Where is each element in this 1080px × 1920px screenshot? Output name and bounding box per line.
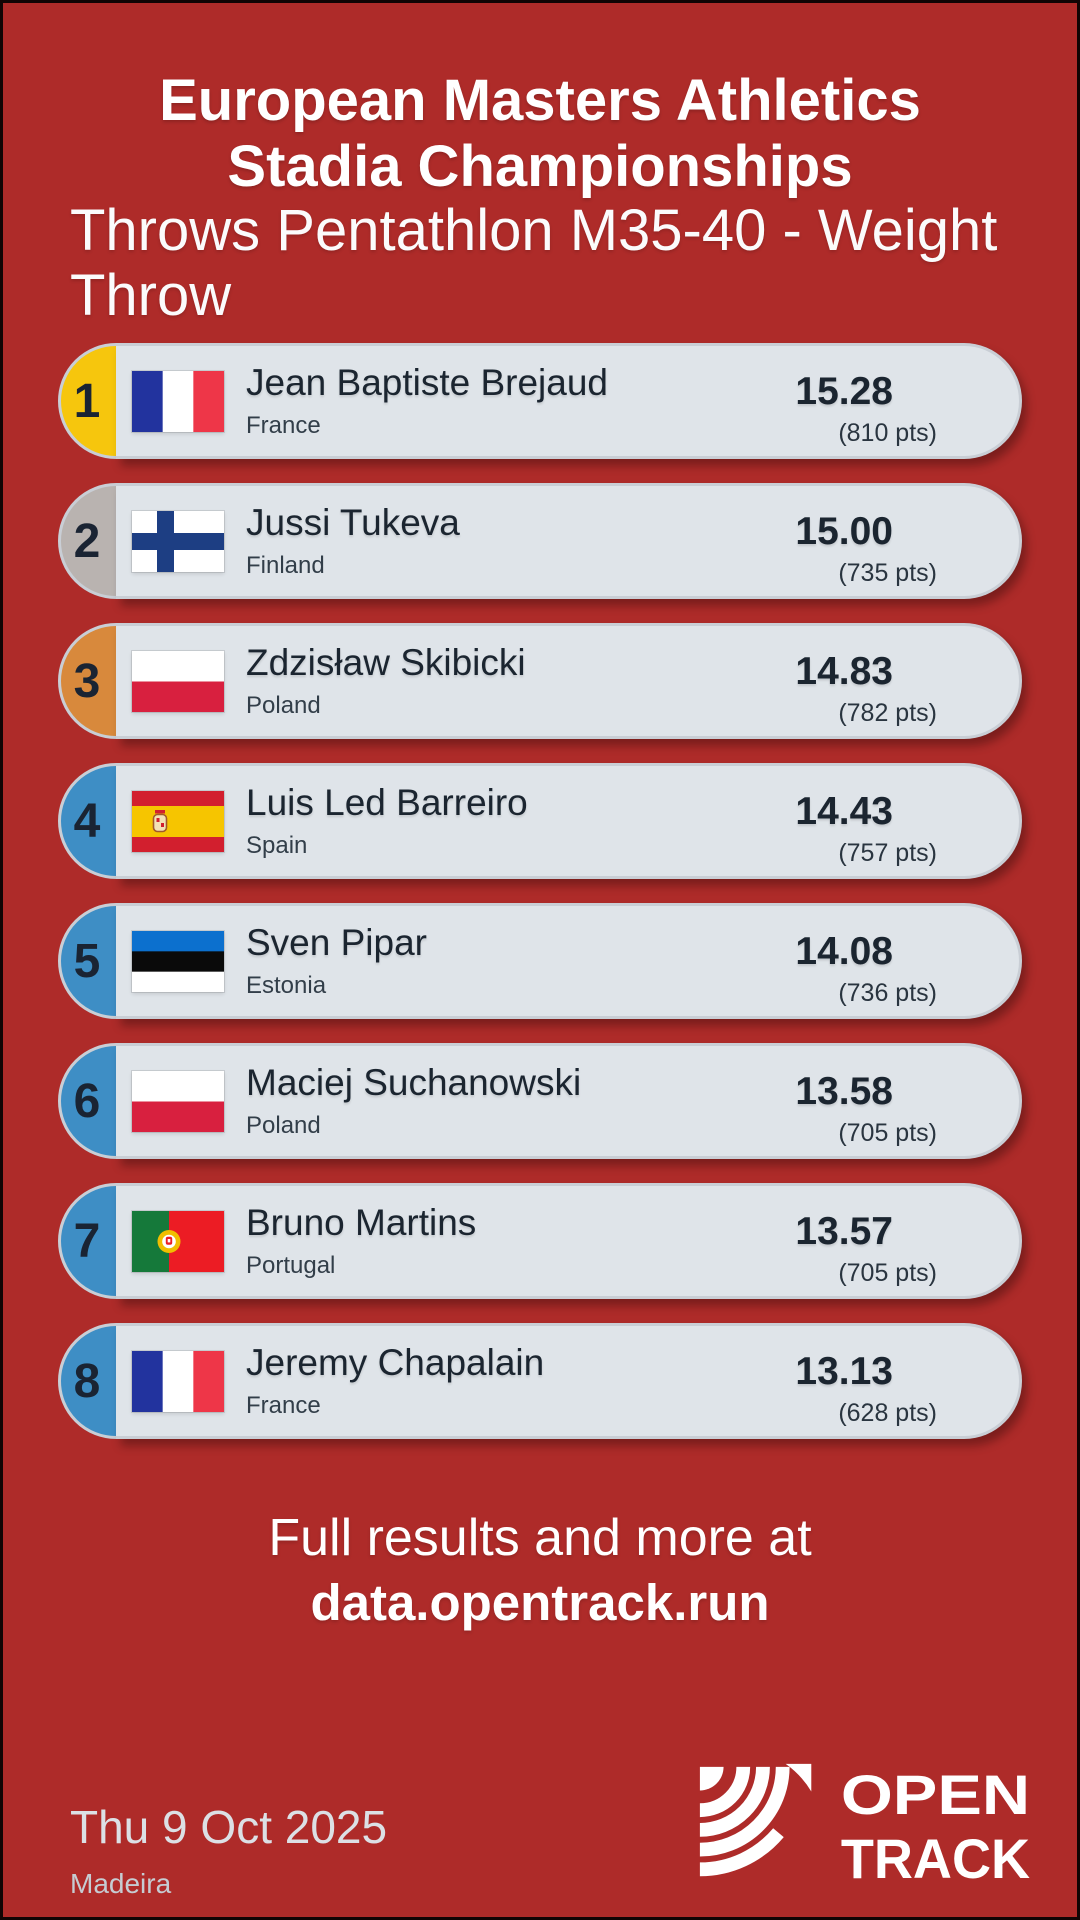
country-flag <box>132 650 224 712</box>
athlete-name: Jean Baptiste Brejaud <box>246 362 609 403</box>
performance-mark: 13.58 <box>795 1070 893 1113</box>
result-card: Sven Pipar Estonia 14.08 (736 pts) <box>116 903 1022 1019</box>
performance-mark: 14.43 <box>795 790 893 833</box>
result-row: Jean Baptiste Brejaud France 15.28 (810 … <box>58 343 1022 459</box>
competition-subtitle: Throws Pentathlon M35-40 - Weight Throw <box>70 198 998 328</box>
event-title-line1: European Masters Athletics <box>159 68 921 133</box>
performance-mark: 15.28 <box>795 370 893 413</box>
result-row: Zdzisław Skibicki Poland 14.83 (782 pts)… <box>58 623 1022 739</box>
country-flag <box>132 510 224 572</box>
athlete-info: Jean Baptiste Brejaud France <box>246 362 608 440</box>
points-value: (757 pts) <box>838 839 937 867</box>
athlete-name: Jeremy Chapalain <box>246 1342 545 1383</box>
event-date: Thu 9 Oct 2025 <box>70 1801 388 1853</box>
rank-number: 6 <box>73 1074 101 1128</box>
result-card: Maciej Suchanowski Poland 13.58 (705 pts… <box>116 1043 1022 1159</box>
score-block: 15.00 (735 pts) <box>795 494 937 604</box>
event-title: European Masters Athletics Stadia Champi… <box>0 68 1080 200</box>
athlete-info: Maciej Suchanowski Poland <box>246 1062 581 1140</box>
country-name: Poland <box>246 692 321 719</box>
score-block: 13.13 (628 pts) <box>795 1334 937 1444</box>
points-value: (705 pts) <box>838 1259 937 1287</box>
rank-number: 3 <box>73 654 101 708</box>
country-name: Estonia <box>246 972 327 999</box>
score-block: 13.57 (705 pts) <box>795 1194 937 1304</box>
opentrack-arcs-icon <box>699 1766 790 1877</box>
site-url: data.opentrack.run <box>310 1574 770 1631</box>
points-value: (735 pts) <box>838 559 937 587</box>
country-flag <box>132 930 224 992</box>
points-value: (628 pts) <box>838 1399 937 1427</box>
event-title-line2: Stadia Championships <box>227 134 853 199</box>
country-name: Finland <box>246 552 325 579</box>
more-info: Full results and more at data.opentrack.… <box>0 1506 1080 1636</box>
score-block: 13.58 (705 pts) <box>795 1054 937 1164</box>
points-value: (810 pts) <box>838 419 937 447</box>
score-block: 14.43 (757 pts) <box>795 774 937 884</box>
country-flag <box>132 1070 224 1132</box>
result-row: Jussi Tukeva Finland 15.00 (735 pts) 2 <box>58 483 1022 599</box>
athlete-name: Jussi Tukeva <box>246 502 460 543</box>
country-flag <box>132 790 224 852</box>
result-card: Luis Led Barreiro Spain 14.43 (757 pts) <box>116 763 1022 879</box>
country-name: France <box>246 1392 321 1419</box>
rank-number: 1 <box>73 374 101 428</box>
performance-mark: 14.83 <box>795 650 893 693</box>
country-flag <box>132 1350 224 1412</box>
result-row: Luis Led Barreiro Spain 14.43 (757 pts) … <box>58 763 1022 879</box>
athlete-name: Maciej Suchanowski <box>246 1062 582 1103</box>
performance-mark: 13.13 <box>795 1350 893 1393</box>
athlete-name: Luis Led Barreiro <box>246 782 528 823</box>
rank-number: 7 <box>73 1214 101 1268</box>
opentrack-arcs-wedge <box>699 1766 724 1791</box>
athlete-info: Luis Led Barreiro Spain <box>246 782 528 860</box>
more-info-text: Full results and more at <box>268 1509 812 1567</box>
logo-word-open: OPEN <box>841 1764 1030 1826</box>
athlete-info: Zdzisław Skibicki Poland <box>246 642 526 720</box>
athlete-name: Zdzisław Skibicki <box>246 642 526 683</box>
country-name: Portugal <box>246 1252 336 1279</box>
result-row: Maciej Suchanowski Poland 13.58 (705 pts… <box>58 1043 1022 1159</box>
opentrack-arcs-corner <box>785 1763 812 1792</box>
event-location: Madeira <box>70 1868 172 1899</box>
athlete-info: Bruno Martins Portugal <box>246 1202 476 1280</box>
rank-number: 5 <box>73 934 101 988</box>
opentrack-logo: OPEN TRACK <box>699 1763 1030 1888</box>
country-name: France <box>246 412 321 439</box>
rank-number: 4 <box>73 794 101 848</box>
result-card: Jussi Tukeva Finland 15.00 (735 pts) <box>116 483 1022 599</box>
performance-mark: 14.08 <box>795 930 893 973</box>
rank-number: 2 <box>73 514 101 568</box>
result-row: Bruno Martins Portugal 13.57 (705 pts) 7 <box>58 1183 1022 1299</box>
performance-mark: 13.57 <box>795 1210 893 1253</box>
athlete-info: Jussi Tukeva Finland <box>246 502 460 580</box>
points-value: (705 pts) <box>838 1119 937 1147</box>
score-block: 15.28 (810 pts) <box>795 354 937 464</box>
result-row: Sven Pipar Estonia 14.08 (736 pts) 5 <box>58 903 1022 1019</box>
athlete-name: Sven Pipar <box>246 922 427 963</box>
score-block: 14.08 (736 pts) <box>795 914 937 1024</box>
result-card: Jean Baptiste Brejaud France 15.28 (810 … <box>116 343 1022 459</box>
performance-mark: 15.00 <box>795 510 893 553</box>
athlete-name: Bruno Martins <box>246 1202 477 1243</box>
country-name: Poland <box>246 1112 321 1139</box>
country-name: Spain <box>246 832 308 859</box>
athlete-info: Jeremy Chapalain France <box>246 1342 544 1420</box>
country-flag <box>132 1210 224 1272</box>
result-card: Jeremy Chapalain France 13.13 (628 pts) <box>116 1323 1022 1439</box>
results-list: Jean Baptiste Brejaud France 15.28 (810 … <box>58 343 1022 1463</box>
rank-number: 8 <box>73 1354 101 1408</box>
points-value: (782 pts) <box>838 699 937 727</box>
logo-word-track: TRACK <box>841 1828 1030 1888</box>
result-card: Bruno Martins Portugal 13.57 (705 pts) <box>116 1183 1022 1299</box>
result-row: Jeremy Chapalain France 13.13 (628 pts) … <box>58 1323 1022 1439</box>
country-flag <box>132 370 224 432</box>
points-value: (736 pts) <box>838 979 937 1007</box>
score-block: 14.83 (782 pts) <box>795 634 937 744</box>
result-card: Zdzisław Skibicki Poland 14.83 (782 pts) <box>116 623 1022 739</box>
athlete-info: Sven Pipar Estonia <box>246 922 427 1000</box>
